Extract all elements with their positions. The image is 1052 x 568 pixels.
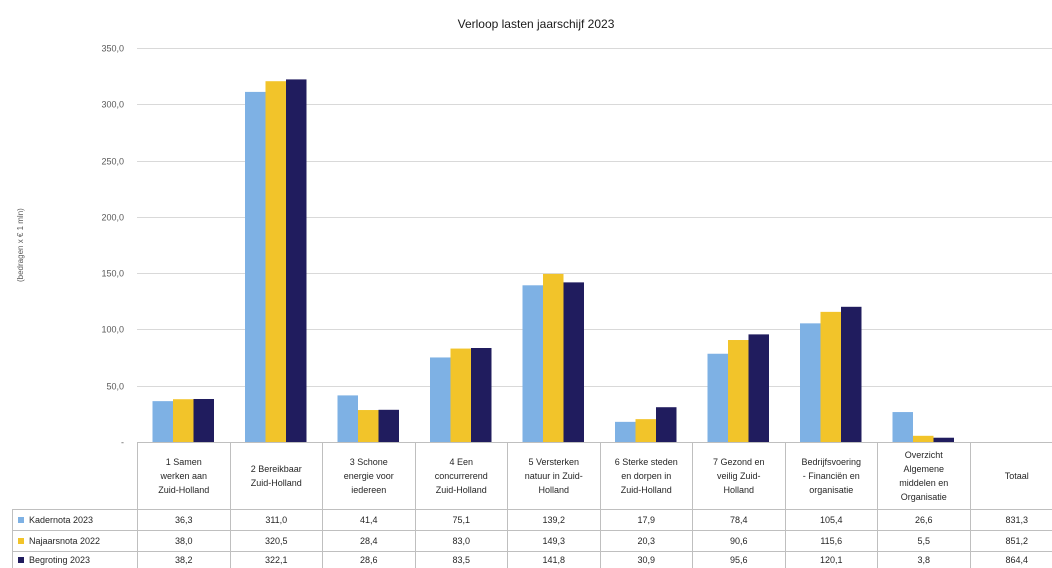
category-label: 7 Gezond en veilig Zuid- Holland: [692, 442, 785, 509]
table-total-value: 831,3: [969, 509, 1052, 530]
bar-begroting-2023: [933, 437, 954, 442]
table-value: 78,4: [692, 509, 785, 530]
table-value: 26,6: [877, 509, 970, 530]
table-value: 38,2: [137, 551, 230, 568]
table-value: 83,0: [414, 530, 507, 551]
total-column-header: Totaal: [969, 442, 1052, 509]
bar-kadernota-2023: [800, 323, 821, 442]
bar-najaarsnota-2022: [728, 340, 749, 442]
bar-kadernota-2023: [892, 412, 913, 442]
legend-entry-kadernota-2023: Kadernota 2023: [12, 509, 137, 530]
table-value: 5,5: [877, 530, 970, 551]
category-label: 5 Versterken natuur in Zuid- Holland: [507, 442, 600, 509]
y-tick-label: 50,0: [106, 382, 124, 392]
bar-najaarsnota-2022: [543, 273, 564, 442]
bar-kadernota-2023: [430, 357, 451, 442]
bar-chart-plot: - 50,0 100,0 150,0 200,0 250,0 300,0 350,0: [101, 44, 1052, 448]
legend-label: Kadernota 2023: [29, 514, 94, 525]
legend-entry-najaarsnota-2022: Najaarsnota 2022: [12, 530, 137, 551]
table-value: 41,4: [322, 509, 415, 530]
y-tick-label: -: [121, 438, 124, 448]
table-value: 83,5: [414, 551, 507, 568]
category-label: 3 Schone energie voor iedereen: [322, 442, 415, 509]
bar-begroting-2023: [193, 398, 214, 442]
bar-kadernota-2023: [707, 353, 728, 442]
table-value: 90,6: [692, 530, 785, 551]
legend-label: Najaarsnota 2022: [29, 535, 101, 546]
table-value: 28,4: [322, 530, 415, 551]
legend-swatch: [18, 557, 24, 563]
table-value: 149,3: [507, 530, 600, 551]
legend-swatch: [18, 538, 24, 544]
category-label: 2 Bereikbaar Zuid-Holland: [229, 442, 323, 509]
bar-begroting-2023: [563, 282, 584, 442]
y-tick-label: 100,0: [101, 325, 124, 335]
bar-begroting-2023: [656, 407, 677, 442]
chart-data-table: 1 Samen werken aan Zuid-Holland 2 Bereikb…: [12, 442, 1052, 568]
table-value: 17,9: [599, 509, 692, 530]
table-value: 320,5: [229, 530, 322, 551]
table-value: 75,1: [414, 509, 507, 530]
y-tick-label: 150,0: [101, 269, 124, 279]
bar-najaarsnota-2022: [450, 348, 471, 442]
table-value: 105,4: [784, 509, 877, 530]
table-value: 28,6: [322, 551, 415, 568]
table-value: 311,0: [229, 509, 322, 530]
table-value: 38,0: [137, 530, 230, 551]
bar-kadernota-2023: [152, 401, 173, 442]
bar-najaarsnota-2022: [820, 311, 841, 442]
bar-begroting-2023: [748, 334, 769, 442]
bar-najaarsnota-2022: [913, 435, 934, 442]
bar-begroting-2023: [471, 348, 492, 442]
y-tick-label: 300,0: [101, 100, 124, 110]
table-value: 36,3: [137, 509, 230, 530]
bar-kadernota-2023: [615, 421, 636, 442]
table-total-value: 851,2: [969, 530, 1052, 551]
bar-begroting-2023: [286, 79, 307, 443]
table-value: 139,2: [507, 509, 600, 530]
category-label: Overzicht Algemene middelen en Organisat…: [877, 442, 970, 509]
table-value: 30,9: [599, 551, 692, 568]
bar-kadernota-2023: [245, 91, 266, 442]
category-label: 4 Een concurrerend Zuid-Holland: [414, 442, 508, 509]
bar-begroting-2023: [378, 409, 399, 442]
bar-kadernota-2023: [522, 285, 543, 442]
y-tick-label: 250,0: [101, 157, 124, 167]
legend-swatch: [18, 517, 24, 523]
bar-kadernota-2023: [337, 395, 358, 442]
chart-title: Verloop lasten jaarschijf 2023: [457, 17, 615, 31]
category-label: Bedrijfsvoering - Financiën en organisat…: [784, 442, 878, 509]
table-corner-blank: [12, 442, 137, 509]
legend-label: Begroting 2023: [29, 554, 91, 565]
table-value: 3,8: [877, 551, 970, 568]
table-value: 20,3: [599, 530, 692, 551]
bar-najaarsnota-2022: [265, 81, 286, 443]
table-value: 120,1: [784, 551, 877, 568]
table-total-value: 864,4: [969, 551, 1052, 568]
y-tick-label: 350,0: [101, 44, 124, 54]
category-label: 1 Samen werken aan Zuid-Holland: [137, 442, 230, 509]
table-value: 95,6: [692, 551, 785, 568]
legend-entry-begroting-2023: Begroting 2023: [12, 551, 137, 568]
bar-begroting-2023: [841, 306, 862, 442]
bar-najaarsnota-2022: [173, 399, 194, 442]
bar-najaarsnota-2022: [635, 419, 656, 442]
table-value: 322,1: [229, 551, 322, 568]
table-value: 115,6: [784, 530, 877, 551]
table-value: 141,8: [507, 551, 600, 568]
bar-najaarsnota-2022: [358, 410, 379, 442]
y-tick-label: 200,0: [101, 213, 124, 223]
category-label: 6 Sterke steden en dorpen in Zuid-Hollan…: [599, 442, 693, 509]
